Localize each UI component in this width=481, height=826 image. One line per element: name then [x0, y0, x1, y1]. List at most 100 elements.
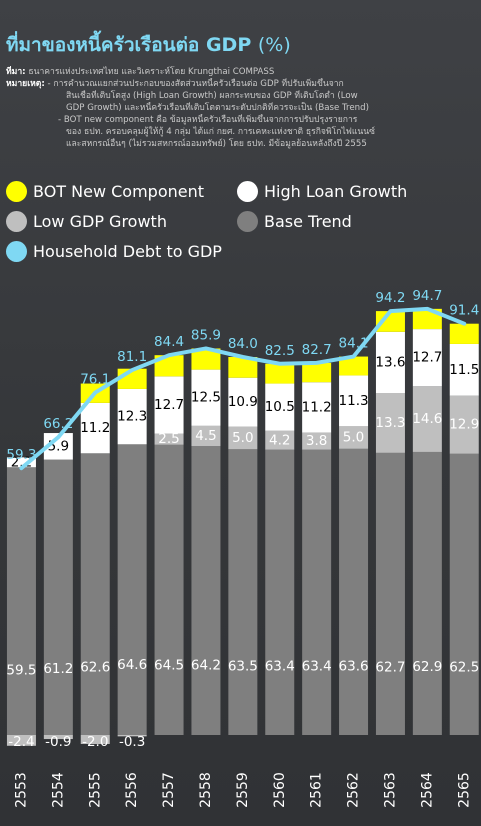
- label-base-2555: 62.6: [80, 659, 110, 675]
- bar-base-2556: [117, 444, 147, 735]
- bar-low-2563: [375, 393, 405, 453]
- label-household-debt-2557: 84.4: [154, 334, 184, 350]
- label-household-debt-2564: 94.7: [412, 288, 442, 304]
- bar-low-2553: [6, 735, 36, 746]
- bar-high-2563: [375, 331, 405, 393]
- x-tick-2560: 2560: [272, 772, 288, 808]
- label-household-debt-2554: 66.2: [43, 416, 73, 432]
- point-household-debt-2555: [93, 391, 97, 395]
- bar-high-2561: [302, 382, 332, 433]
- bar-low-2559: [228, 426, 258, 450]
- label-low-2562: 5.0: [343, 430, 364, 446]
- bar-base-2562: [339, 448, 369, 735]
- bar-base-2563: [375, 452, 405, 735]
- bar-base-2558: [191, 446, 221, 735]
- label-high-2565: 11.5: [449, 362, 479, 378]
- label-low-2558: 4.5: [195, 428, 216, 444]
- label-base-2557: 64.5: [154, 657, 184, 673]
- legend-swatch-low: [6, 211, 27, 232]
- point-household-debt-2557: [167, 353, 171, 357]
- x-tick-2565: 2565: [456, 772, 472, 808]
- chart-title-main: ที่มาของหนี้ครัวเรือนต่อ GDP: [6, 34, 252, 56]
- label-low-2561: 3.8: [306, 433, 327, 449]
- x-tick-2561: 2561: [309, 772, 325, 808]
- legend-label-high: High Loan Growth: [264, 182, 408, 201]
- bar-low-2564: [412, 386, 442, 452]
- bar-low-2555: [80, 735, 110, 744]
- label-base-2561: 63.4: [302, 659, 332, 675]
- legend-item-bot: BOT New Component: [6, 180, 237, 203]
- label-low-2559: 5.0: [232, 430, 253, 446]
- bar-high-2564: [412, 329, 442, 387]
- bar-low-2565: [449, 395, 479, 454]
- label-household-debt-2558: 85.9: [191, 327, 221, 343]
- bar-base-2565: [449, 453, 479, 735]
- bar-base-2559: [228, 449, 258, 735]
- label-household-debt-2555: 76.1: [80, 372, 110, 388]
- bar-high-2562: [339, 375, 369, 427]
- point-household-debt-2563: [388, 309, 392, 313]
- x-tick-2554: 2554: [50, 772, 66, 808]
- note-line-1: หมายเหตุ: - การคำนวณแยกส่วนประกอบของสัดส…: [6, 78, 476, 90]
- label-household-debt-2563: 94.2: [375, 290, 405, 306]
- label-high-2560: 10.5: [265, 399, 295, 415]
- note-text-1: - การคำนวณแยกส่วนประกอบของสัดส่วนหนี้ครั…: [47, 79, 344, 89]
- note-line-3: GDP Growth) และหนี้ครัวเรือนที่เติบโตตาม…: [66, 103, 369, 113]
- source-label: ที่มา:: [6, 67, 26, 77]
- label-low-2555: -2.0: [82, 734, 108, 750]
- bar-low-2560: [265, 430, 295, 450]
- bar-base-2561: [302, 449, 332, 735]
- source-text: ธนาคารแห่งประเทศไทย และวิเคราะห์โดย Krun…: [28, 67, 275, 77]
- label-low-2563: 13.3: [375, 415, 405, 431]
- label-household-debt-2562: 84.1: [339, 336, 369, 352]
- point-household-debt-2564: [425, 307, 429, 311]
- bar-high-2565: [449, 343, 479, 396]
- label-base-2565: 62.5: [449, 660, 479, 676]
- bar-high-2558: [191, 369, 221, 426]
- label-household-debt-2561: 82.7: [302, 342, 332, 358]
- label-household-debt-2556: 81.1: [117, 349, 147, 365]
- legend-item-high: High Loan Growth: [237, 180, 477, 203]
- point-household-debt-2554: [56, 435, 60, 439]
- bar-bot-2561: [302, 362, 332, 383]
- legend-item-line: Household Debt to GDP: [6, 240, 477, 263]
- point-household-debt-2560: [278, 362, 282, 366]
- bar-high-2555: [80, 402, 110, 454]
- label-low-2556: -0.3: [119, 734, 145, 750]
- x-tick-2556: 2556: [124, 772, 140, 808]
- bar-low-2556: [117, 735, 147, 737]
- label-high-2563: 13.6: [375, 354, 405, 370]
- label-high-2555: 11.2: [80, 420, 110, 436]
- label-high-2556: 12.3: [117, 409, 147, 425]
- note-line-6: และสหกรณ์อื่นๆ (ไม่รวมสหกรณ์ออมทรัพย์) โ…: [66, 139, 367, 149]
- bar-bot-2560: [265, 363, 295, 384]
- legend-swatch-high: [237, 181, 258, 202]
- bar-bot-2558: [191, 348, 221, 370]
- bar-high-2553: [6, 457, 36, 468]
- legend-swatch-base: [237, 211, 258, 232]
- bar-low-2554: [43, 735, 73, 740]
- legend-item-base: Base Trend: [237, 210, 477, 233]
- note-line-2: สินเชื่อที่เติบโตสูง (High Loan Growth) …: [66, 91, 358, 101]
- point-household-debt-2565: [462, 322, 466, 326]
- bar-bot-2559: [228, 357, 258, 378]
- bar-base-2554: [43, 459, 73, 735]
- label-base-2554: 61.2: [43, 661, 73, 677]
- bar-high-2557: [154, 376, 184, 434]
- x-tick-2553: 2553: [13, 772, 29, 808]
- legend-swatch-line: [6, 241, 27, 262]
- legend-label-bot: BOT New Component: [33, 182, 205, 201]
- bar-low-2561: [302, 432, 332, 450]
- point-household-debt-2558: [204, 346, 208, 350]
- x-tick-2562: 2562: [346, 772, 362, 808]
- bar-base-2553: [6, 467, 36, 735]
- legend-swatch-bot: [6, 181, 27, 202]
- chart-title-unit: (%): [257, 34, 291, 56]
- point-household-debt-2553: [19, 466, 23, 470]
- label-base-2564: 62.9: [412, 659, 442, 675]
- chart-title: ที่มาของหนี้ครัวเรือนต่อ GDP (%): [6, 30, 291, 60]
- label-high-2564: 12.7: [412, 350, 442, 366]
- label-high-2561: 11.2: [302, 399, 332, 415]
- bar-low-2562: [339, 426, 369, 449]
